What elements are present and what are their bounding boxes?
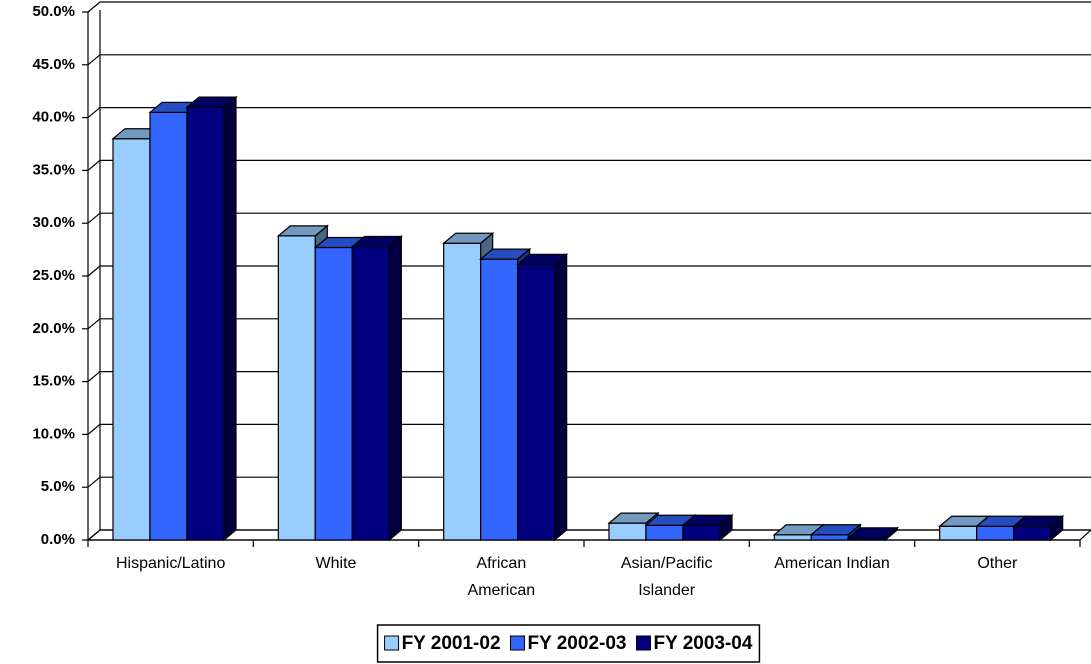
legend-swatch	[384, 635, 400, 651]
bar-side	[554, 253, 568, 542]
bar-side	[1050, 514, 1064, 542]
legend-swatch	[510, 635, 526, 651]
bar-side	[719, 513, 733, 542]
grid-line	[87, 1, 1091, 13]
bar-front	[682, 524, 721, 541]
y-tick-label: 20.0%	[32, 320, 75, 337]
bar-front	[773, 534, 812, 541]
y-tick-label: 25.0%	[32, 267, 75, 284]
bar-front	[112, 138, 151, 541]
bar-front	[480, 258, 519, 541]
grid-line	[87, 529, 1091, 541]
grid-line	[87, 476, 1091, 488]
y-tick-label: 0.0%	[41, 531, 75, 548]
legend-label: FY 2003-04	[653, 633, 752, 654]
y-tick-label: 5.0%	[41, 478, 75, 495]
y-tick-label: 30.0%	[32, 214, 75, 231]
x-tick-label-line: Other	[977, 555, 1018, 572]
grid-line	[87, 106, 1091, 119]
x-tick-label: African American	[468, 555, 536, 599]
x-tick-label: Hispanic/Latino	[116, 555, 226, 572]
bar-front	[443, 242, 482, 541]
grid-line	[87, 371, 1091, 383]
bar-front	[149, 111, 188, 541]
grid-line	[87, 54, 1091, 66]
bar-front	[939, 525, 978, 541]
bar-front	[351, 245, 390, 541]
bar-front	[608, 522, 647, 541]
bar-side	[884, 526, 898, 542]
bar-front	[976, 525, 1015, 541]
x-tick-label: Asian/Pacific Islander	[621, 555, 713, 599]
x-tick-label: American Indian	[774, 555, 890, 572]
bar-side	[388, 235, 402, 542]
x-tick-label-line: Asian/Pacific	[621, 555, 713, 572]
bar-front	[314, 246, 353, 541]
y-tick-label: 10.0%	[32, 425, 75, 442]
y-tick-label: 40.0%	[32, 109, 75, 126]
y-tick-label: 50.0%	[32, 3, 75, 20]
grid-line	[87, 423, 1091, 435]
y-tick-label: 45.0%	[32, 56, 75, 73]
grid-line	[87, 265, 1091, 277]
bar-side	[223, 95, 237, 542]
x-tick-label: Other	[977, 555, 1018, 572]
bar-front	[277, 235, 316, 541]
y-tick-label: 35.0%	[32, 161, 75, 178]
bar-front	[186, 106, 225, 541]
x-tick-label-line: White	[316, 555, 357, 572]
legend-label: FY 2001-02	[402, 633, 501, 654]
bar-front	[810, 534, 849, 541]
legend-swatch	[635, 635, 651, 651]
grid-line	[87, 159, 1091, 171]
x-tick-label-line: Islander	[638, 582, 696, 599]
x-tick-label: White	[316, 555, 357, 572]
bar-front	[645, 524, 684, 541]
x-tick-label-line: American	[468, 582, 536, 599]
x-tick-label-line: Hispanic/Latino	[116, 555, 226, 572]
legend-label: FY 2002-03	[528, 633, 627, 654]
grid-line	[87, 318, 1091, 330]
bar-front	[517, 263, 556, 541]
x-tick-label-line: African	[476, 555, 526, 572]
y-tick-label: 15.0%	[32, 373, 75, 390]
x-tick-label-line: American Indian	[774, 555, 890, 572]
bar-front	[1013, 525, 1052, 541]
grid-line	[87, 212, 1091, 224]
legend-box	[376, 624, 761, 663]
legend: FY 2001-02 FY 2002-03 FY 2003-04	[376, 624, 761, 663]
